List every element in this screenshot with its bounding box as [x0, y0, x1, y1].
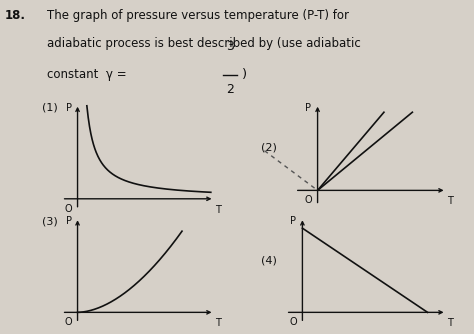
Text: T: T — [215, 318, 221, 328]
Text: 2: 2 — [226, 84, 234, 97]
Text: adiabatic process is best described by (use adiabatic: adiabatic process is best described by (… — [47, 37, 361, 50]
Text: P: P — [65, 216, 72, 226]
Text: The graph of pressure versus temperature (P-T) for: The graph of pressure versus temperature… — [47, 9, 349, 22]
Text: O: O — [65, 317, 73, 327]
Text: P: P — [65, 103, 72, 113]
Text: O: O — [65, 204, 73, 214]
Text: T: T — [215, 205, 221, 215]
Text: ): ) — [242, 68, 247, 81]
Text: (1): (1) — [42, 103, 57, 113]
Text: (2): (2) — [261, 142, 276, 152]
Text: P: P — [305, 103, 311, 113]
Text: (4): (4) — [261, 256, 276, 266]
Text: 3: 3 — [226, 40, 234, 53]
Text: P: P — [290, 216, 296, 226]
Text: T: T — [447, 318, 453, 328]
Text: constant  γ =: constant γ = — [47, 68, 131, 81]
Text: O: O — [304, 195, 312, 205]
Text: 18.: 18. — [5, 9, 26, 22]
Text: O: O — [289, 317, 297, 327]
Text: (3): (3) — [42, 216, 57, 226]
Text: T: T — [447, 196, 453, 206]
